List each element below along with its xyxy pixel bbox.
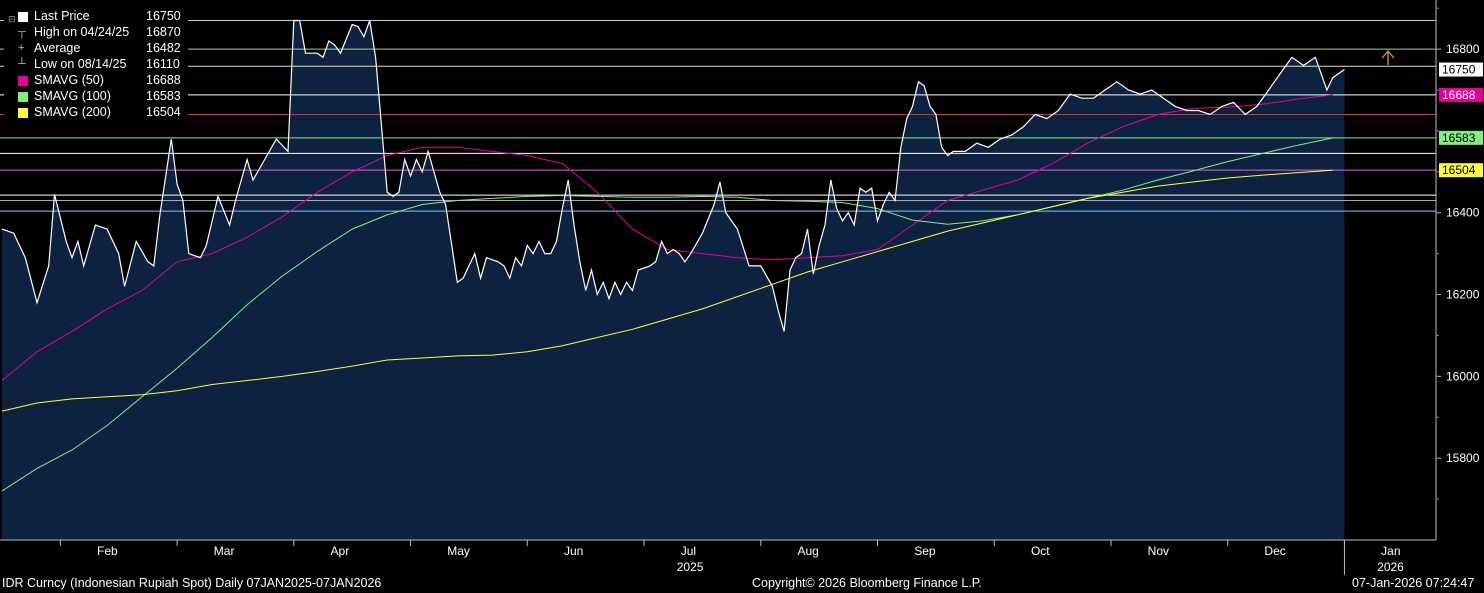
y-tick-label: 15800 [1446, 451, 1480, 465]
legend-last-price: ⊟ Last Price 16750 [4, 8, 188, 24]
price-label-bg [1439, 87, 1483, 102]
series-line-smavg-200 [1, 169, 1333, 412]
legend-high: ┬ High on 04/24/25 16870 [4, 24, 188, 40]
legend-label: SMAVG (50) [34, 73, 104, 87]
price-label-bg [1439, 62, 1483, 77]
x-tick-label: Nov [1148, 544, 1169, 558]
x-tick-label: Jun [564, 544, 583, 558]
legend-value: 16583 [146, 89, 181, 103]
year-label: 2025 [677, 560, 704, 574]
up-arrow-icon [1381, 50, 1395, 66]
price-area-fill [2, 20, 1345, 540]
x-tick-label: Dec [1264, 544, 1285, 558]
x-tick-label: Jul [681, 544, 696, 558]
x-tick-label: Aug [797, 544, 818, 558]
legend-value: 16688 [146, 73, 181, 87]
legend-value: 16870 [146, 25, 181, 39]
legend-label: High on 04/24/25 [34, 25, 130, 39]
average-marker-icon: + [18, 42, 25, 54]
series-line-smavg-100 [1, 137, 1333, 492]
price-label-bg [1439, 130, 1483, 145]
year-label: 2026 [1377, 560, 1404, 574]
x-tick-label: Mar [214, 544, 235, 558]
x-tick-label: Jan [1381, 544, 1400, 558]
series-line-smavg-50 [1, 94, 1333, 381]
y-tick-label: 16400 [1446, 206, 1480, 220]
legend-label: Low on 08/14/25 [34, 57, 127, 71]
footer-ticker: IDR Curncy (Indonesian Rupiah Spot) Dail… [2, 576, 382, 590]
price-label: 16583 [1442, 131, 1476, 145]
legend-average: + Average 16482 [4, 40, 188, 56]
legend-value: 16110 [146, 57, 180, 71]
legend-value: 16504 [146, 105, 181, 119]
x-tick-label: Apr [331, 544, 350, 558]
price-label: 16688 [1442, 88, 1476, 102]
legend-sma50: SMAVG (50) 16688 [4, 72, 188, 88]
legend-label: Last Price [34, 9, 90, 23]
sma50-swatch [18, 76, 28, 86]
x-tick-label: Sep [914, 544, 936, 558]
low-marker-icon: ┴ [18, 58, 26, 70]
chart-legend: ⊟ Last Price 16750 ┬ High on 04/24/25 16… [4, 8, 188, 120]
legend-value: 16750 [146, 9, 181, 23]
y-tick-label: 16000 [1446, 369, 1480, 383]
sma200-swatch [18, 108, 28, 118]
y-tick-label: 16200 [1446, 288, 1480, 302]
x-tick-label: May [447, 544, 470, 558]
legend-label: Average [34, 41, 81, 55]
collapse-box-icon[interactable]: ⊟ [8, 14, 16, 24]
high-marker-icon: ┬ [18, 26, 26, 38]
x-tick-label: Feb [97, 544, 118, 558]
legend-low: ┴ Low on 08/14/25 16110 [4, 56, 188, 72]
price-label: 16504 [1442, 163, 1476, 177]
last-price-swatch [18, 12, 28, 22]
price-label: 16750 [1442, 63, 1476, 77]
x-tick-label: Oct [1031, 544, 1050, 558]
legend-sma100: SMAVG (100) 16583 [4, 88, 188, 104]
sma100-swatch [18, 92, 28, 102]
series-line-last-price [1, 19, 1345, 332]
legend-label: SMAVG (200) [34, 105, 111, 119]
legend-value: 16482 [146, 41, 181, 55]
footer-timestamp: 07-Jan-2026 07:24:47 [1352, 576, 1475, 590]
price-label-bg [1439, 163, 1483, 178]
footer-copyright: Copyright© 2026 Bloomberg Finance L.P. [752, 576, 982, 590]
legend-label: SMAVG (100) [34, 89, 111, 103]
legend-sma200: SMAVG (200) 16504 [4, 104, 188, 120]
y-tick-label: 16800 [1446, 42, 1480, 56]
